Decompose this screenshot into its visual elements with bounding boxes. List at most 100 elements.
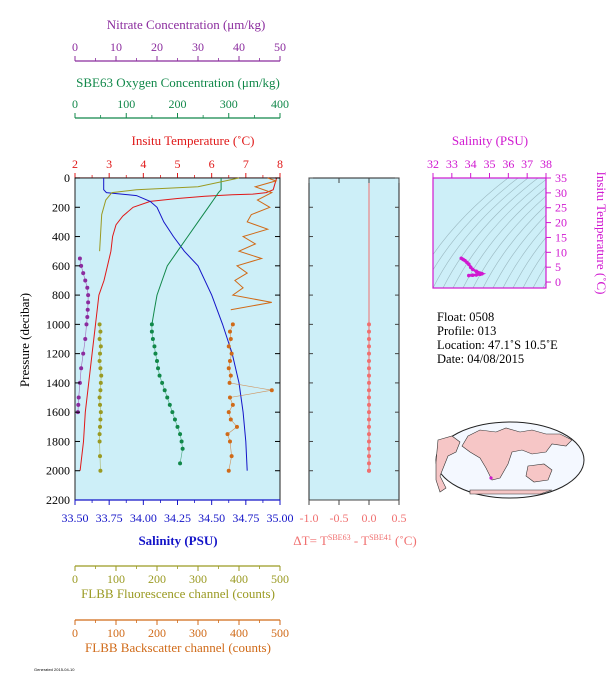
nitrate-point	[83, 278, 88, 283]
pressure-tick-label: 2000	[46, 464, 70, 478]
oxygen-point	[149, 322, 154, 327]
profile-id: Profile: 013	[437, 324, 497, 338]
fluorescence-point	[98, 329, 103, 334]
backscatter-point	[225, 432, 230, 437]
pressure-tick-label: 0	[64, 171, 70, 185]
salinity-axis-label: Salinity (PSU)	[138, 533, 217, 548]
fluorescence-point	[98, 402, 103, 407]
fluorescence-tick-label: 300	[189, 572, 207, 586]
backscatter-tick-label: 0	[72, 626, 78, 640]
nitrate-point	[77, 256, 82, 261]
pressure-tick-label: 1800	[46, 434, 70, 448]
nitrate-axis-label: Nitrate Concentration (μm/kg)	[107, 17, 266, 32]
delta-tick-label: -1.0	[300, 511, 319, 525]
nitrate-point	[86, 300, 91, 305]
nitrate-tick-label: 40	[233, 40, 245, 54]
ts-temp-tick-label: 25	[555, 201, 567, 215]
float-location-marker	[489, 476, 493, 480]
backscatter-point	[229, 351, 234, 356]
salinity-profile-line	[103, 178, 248, 471]
isopycnal-line	[532, 264, 546, 288]
isopycnal-line	[512, 236, 546, 288]
isopycnal-line	[502, 225, 546, 288]
temperature-tick-label: 6	[209, 157, 215, 171]
fluorescence-point	[97, 337, 102, 341]
ts-sal-tick-label: 34	[465, 157, 477, 171]
oxygen-point	[170, 410, 175, 415]
delta-tick-label: 0.0	[362, 511, 377, 525]
nitrate-point	[85, 315, 90, 320]
pressure-tick-label: 600	[52, 259, 70, 273]
oxygen-axis: SBE63 Oxygen Concentration (μm/kg) 0 100 2…	[72, 75, 289, 119]
delta-point	[367, 322, 371, 327]
nitrate-point	[81, 271, 86, 276]
date: Date: 04/08/2015	[437, 352, 525, 366]
oxygen-point	[157, 373, 162, 378]
fluorescence-point	[98, 351, 103, 356]
delta-point	[367, 351, 371, 356]
delta-point	[367, 446, 371, 451]
salinity-tick-label: 33.75	[96, 511, 123, 525]
temperature-tick-label: 3	[106, 157, 112, 171]
pressure-tick-label: 1200	[46, 347, 70, 361]
ts-sal-tick-label: 32	[427, 157, 439, 171]
backscatter-point	[226, 344, 231, 349]
backscatter-axis: 0 100 200 300 400 500 FLBB Backscatter channe…	[72, 619, 289, 655]
oxygen-tick-label: 400	[271, 97, 289, 111]
delta-point	[367, 358, 371, 363]
delta-point	[367, 439, 371, 444]
backscatter-point	[230, 402, 235, 407]
ts-point	[466, 262, 471, 267]
nitrate-tick-label: 30	[192, 40, 204, 54]
ts-temperature-label: Insitu Temperature (˚C)	[594, 171, 609, 294]
ts-temp-tick-label: 30	[555, 186, 567, 200]
map-land-americas	[435, 435, 461, 493]
map-land-antarctica	[469, 489, 553, 495]
pressure-tick-label: 1400	[46, 376, 70, 390]
backscatter-tick-label: 400	[230, 626, 248, 640]
oxygen-point	[149, 329, 154, 334]
oxygen-point	[180, 446, 185, 451]
ts-sal-tick-label: 38	[540, 157, 552, 171]
fluorescence-point	[98, 424, 103, 429]
ts-sal-tick-label: 35	[484, 157, 496, 171]
pressure-tick-label: 800	[52, 288, 70, 302]
delta-series	[367, 178, 371, 473]
nitrate-tick-label: 10	[110, 40, 122, 54]
ts-point	[466, 273, 471, 278]
nitrate-tick-label: 0	[72, 40, 78, 54]
backscatter-profile-line	[230, 177, 278, 311]
salinity-tick-label: 33.50	[62, 511, 89, 525]
pressure-axis-label: Pressure (decibar)	[17, 293, 32, 387]
oxygen-point	[160, 380, 165, 385]
pressure-tick-label: 400	[52, 230, 70, 244]
oxygen-point	[178, 461, 183, 466]
isopycnal-line	[492, 214, 546, 288]
oxygen-point	[153, 351, 158, 356]
nitrate-point	[85, 285, 90, 290]
backscatter-point	[227, 380, 232, 385]
fluorescence-point	[98, 417, 103, 422]
fluorescence-point	[99, 373, 104, 378]
ts-temp-tick-label: 0	[555, 275, 561, 289]
pressure-tick-label: 2200	[46, 493, 70, 507]
backscatter-point	[227, 395, 232, 400]
backscatter-point	[228, 373, 233, 378]
ts-temp-tick-label: 20	[555, 216, 567, 230]
fluorescence-tick-label: 100	[107, 572, 125, 586]
ts-point	[474, 273, 479, 277]
footer-text: Generated 2015-04-10	[34, 667, 75, 672]
temperature-tick-label: 5	[175, 157, 181, 171]
oxygen-point	[175, 424, 180, 429]
delta-tick-label: -0.5	[330, 511, 349, 525]
delta-axis-label: ΔT= TSBE63 - TSBE41 (˚C)	[293, 533, 416, 548]
backscatter-point	[227, 329, 232, 334]
nitrate-point	[76, 395, 81, 400]
fluorescence-point	[98, 410, 103, 415]
fluorescence-point	[98, 344, 103, 349]
oxygen-point	[150, 337, 155, 341]
temperature-axis-label: Insitu Temperature (˚C)	[131, 133, 254, 148]
main-series	[75, 177, 278, 473]
backscatter-point	[226, 410, 231, 415]
